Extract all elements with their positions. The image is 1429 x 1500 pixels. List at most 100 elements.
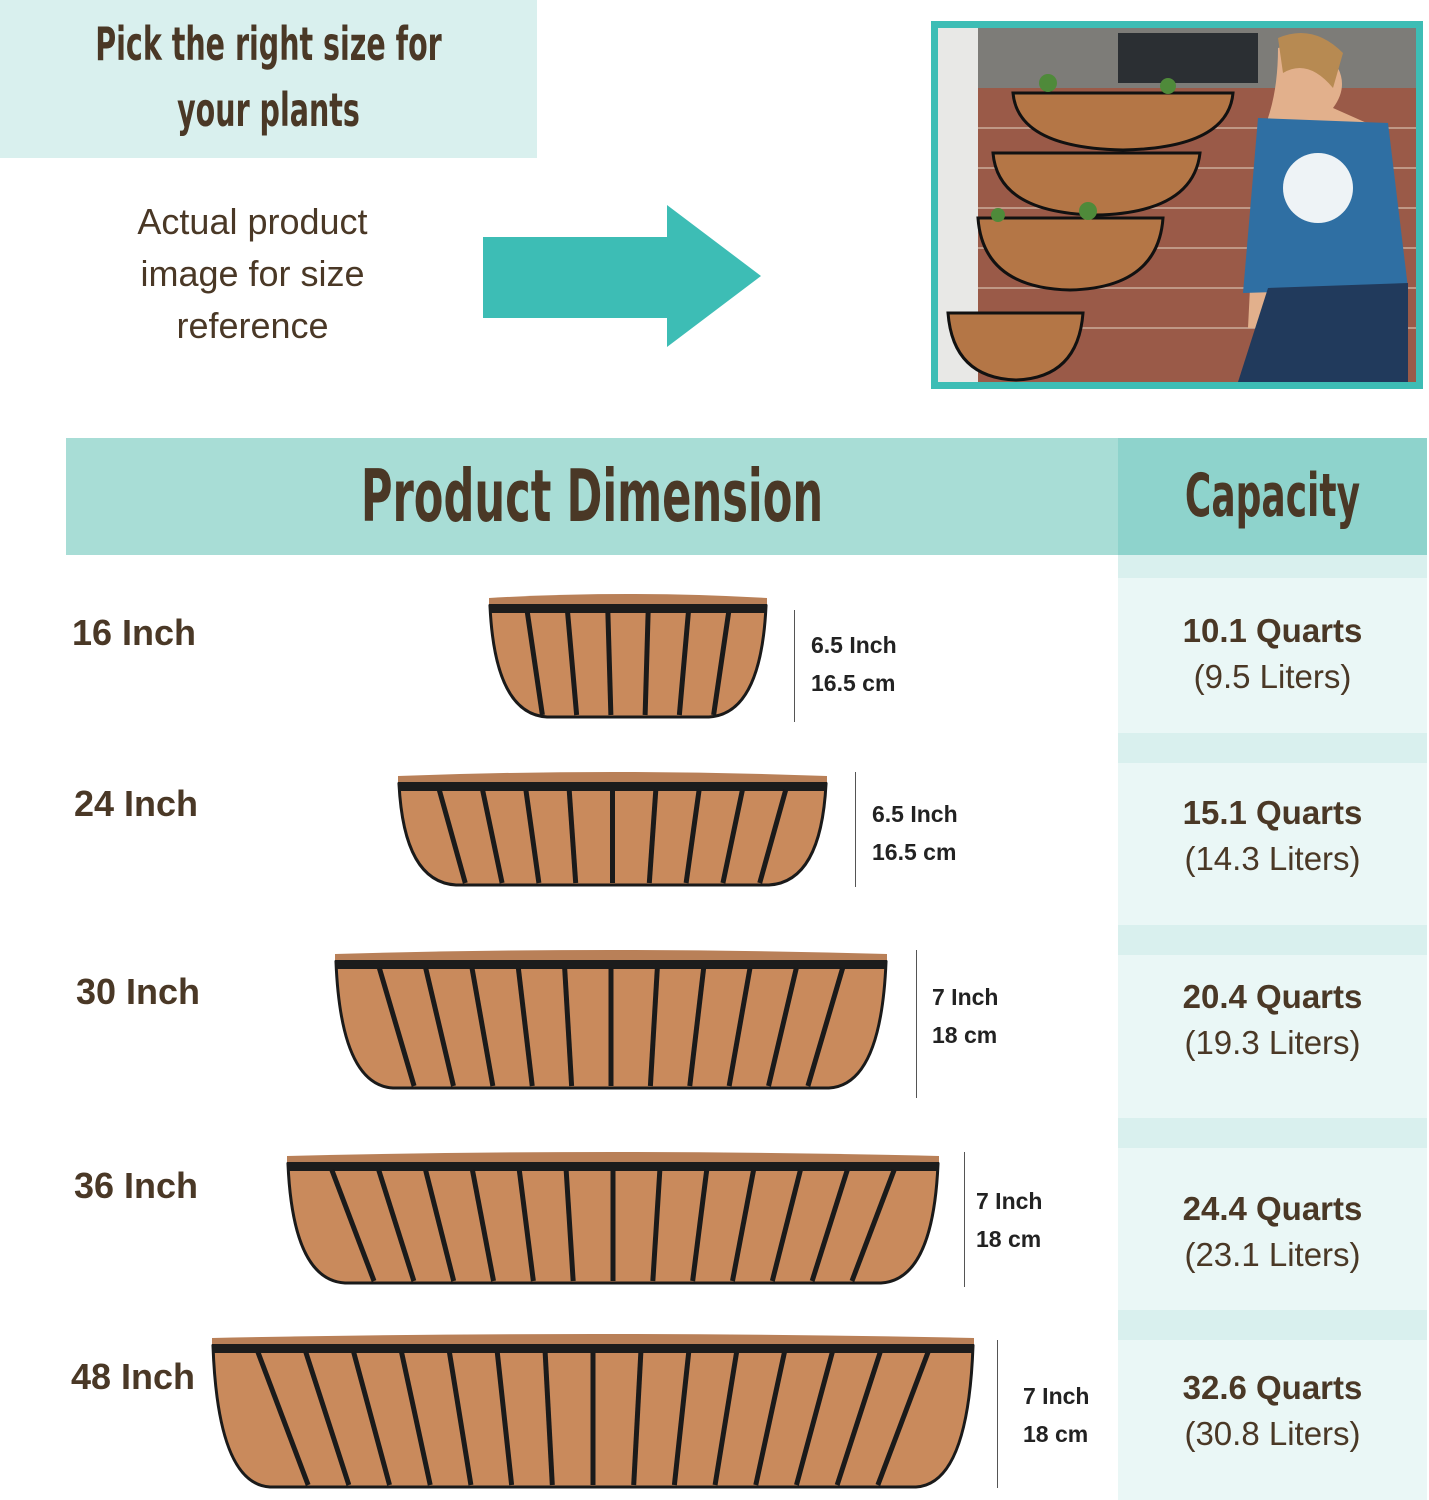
basket-bar <box>446 1351 474 1486</box>
height-inches: 6.5 Inch <box>811 632 897 658</box>
capacity-quarts: 24.4 Quarts <box>1182 1190 1363 1227</box>
basket-bar <box>494 1351 515 1486</box>
capacity-liters: (19.3 Liters) <box>1184 1024 1361 1061</box>
height-cm: 18 cm <box>1023 1421 1089 1447</box>
subtitle: Actual product image for size reference <box>100 196 405 352</box>
basket-bar <box>650 1169 663 1282</box>
dimension-header: Product Dimension <box>66 438 1118 555</box>
capacity-quarts: 15.1 Quarts <box>1182 794 1363 831</box>
basket-bar <box>690 1169 710 1282</box>
basket-bar <box>757 789 789 884</box>
basket-bar <box>436 789 468 884</box>
basket-bar <box>683 789 702 884</box>
divider <box>1118 925 1427 955</box>
basket-bar <box>766 967 799 1087</box>
basket-bar <box>303 1351 352 1486</box>
height-cm: 16.5 cm <box>872 839 957 865</box>
basket-bar <box>712 1351 740 1486</box>
basket-bar <box>646 789 659 884</box>
subtitle-line: Actual product <box>137 201 368 242</box>
basket-bar <box>565 611 580 716</box>
capacity-cell: 15.1 Quarts (14.3 Liters) <box>1118 790 1427 882</box>
height-inches: 6.5 Inch <box>872 801 958 827</box>
basket-bar <box>875 1351 931 1486</box>
basket-bar <box>809 1169 850 1282</box>
height-indicator-line <box>794 610 795 722</box>
divider <box>1118 555 1427 578</box>
basket-bar <box>720 789 745 884</box>
basket-bar <box>711 611 732 716</box>
basket-bar <box>849 1169 897 1282</box>
basket-bar <box>794 1351 835 1486</box>
height-inches: 7 Inch <box>976 1188 1043 1214</box>
height-inches: 7 Inch <box>1023 1383 1090 1409</box>
size-label: 36 Inch <box>74 1165 199 1206</box>
basket-bar <box>329 1169 377 1282</box>
basket-bar <box>631 1351 644 1486</box>
size-label: 24 Inch <box>74 783 199 824</box>
capacity-liters: (14.3 Liters) <box>1184 840 1361 877</box>
height-indicator-line <box>964 1152 965 1287</box>
basket-bar <box>566 789 579 884</box>
basket-image <box>334 950 888 1090</box>
basket-bar <box>687 967 707 1087</box>
capacity-cell: 20.4 Quarts (19.3 Liters) <box>1118 974 1427 1066</box>
basket-bar <box>399 1351 433 1486</box>
title-banner: Pick the right size for your plants <box>0 0 537 158</box>
height-label: 7 Inch 18 cm <box>1023 1377 1089 1453</box>
basket-bar <box>769 1169 803 1282</box>
height-label: 6.5 Inch 16.5 cm <box>811 626 897 702</box>
basket-bar <box>671 1351 692 1486</box>
basket-bar <box>469 967 496 1087</box>
divider <box>1118 1310 1427 1340</box>
basket-bar <box>642 611 651 716</box>
basket-bar <box>423 1169 457 1282</box>
basket-bar <box>255 1351 311 1486</box>
height-indicator-line <box>916 950 917 1098</box>
height-inches: 7 Inch <box>932 984 999 1010</box>
basket-bar <box>605 611 614 716</box>
capacity-column <box>1118 555 1427 1500</box>
height-cm: 18 cm <box>976 1226 1042 1252</box>
basket-image <box>488 594 768 719</box>
height-label: 6.5 Inch 16.5 cm <box>872 795 958 871</box>
basket-bar <box>647 967 660 1087</box>
capacity-cell: 10.1 Quarts (9.5 Liters) <box>1118 608 1427 700</box>
size-label: 48 Inch <box>71 1356 196 1397</box>
capacity-header-text: Capacity <box>1184 461 1361 531</box>
height-cm: 16.5 cm <box>811 670 896 696</box>
basket-bar <box>524 611 545 716</box>
basket-bar <box>480 789 505 884</box>
basket-bar <box>676 611 691 716</box>
basket-bar <box>562 967 575 1087</box>
subtitle-line: image for size <box>140 253 365 294</box>
basket-bar <box>515 967 535 1087</box>
capacity-quarts: 20.4 Quarts <box>1182 978 1363 1015</box>
capacity-liters: (23.1 Liters) <box>1184 1236 1361 1273</box>
capacity-cell: 32.6 Quarts (30.8 Liters) <box>1118 1365 1427 1457</box>
height-label: 7 Inch 18 cm <box>932 978 998 1054</box>
basket-bar <box>834 1351 883 1486</box>
size-label: 30 Inch <box>76 971 201 1012</box>
basket-bar <box>805 967 846 1087</box>
basket-bar <box>753 1351 787 1486</box>
capacity-header: Capacity <box>1118 438 1427 555</box>
capacity-quarts: 32.6 Quarts <box>1182 1369 1363 1406</box>
height-indicator-line <box>997 1340 998 1488</box>
basket-image <box>397 772 828 887</box>
basket-bar <box>423 967 456 1087</box>
basket-bar <box>376 967 417 1087</box>
subtitle-line: reference <box>176 305 329 346</box>
basket-bar <box>542 1351 555 1486</box>
basket-bar <box>563 1169 576 1282</box>
basket-bar <box>376 1169 417 1282</box>
divider <box>1118 1118 1427 1148</box>
basket-bar <box>726 967 753 1087</box>
basket-bar <box>351 1351 392 1486</box>
height-label: 7 Inch 18 cm <box>976 1182 1042 1258</box>
size-label: 16 Inch <box>72 612 197 653</box>
divider <box>1118 733 1427 763</box>
height-cm: 18 cm <box>932 1022 998 1048</box>
lifestyle-photo <box>931 21 1423 389</box>
title-line-2: your plants <box>177 83 360 137</box>
